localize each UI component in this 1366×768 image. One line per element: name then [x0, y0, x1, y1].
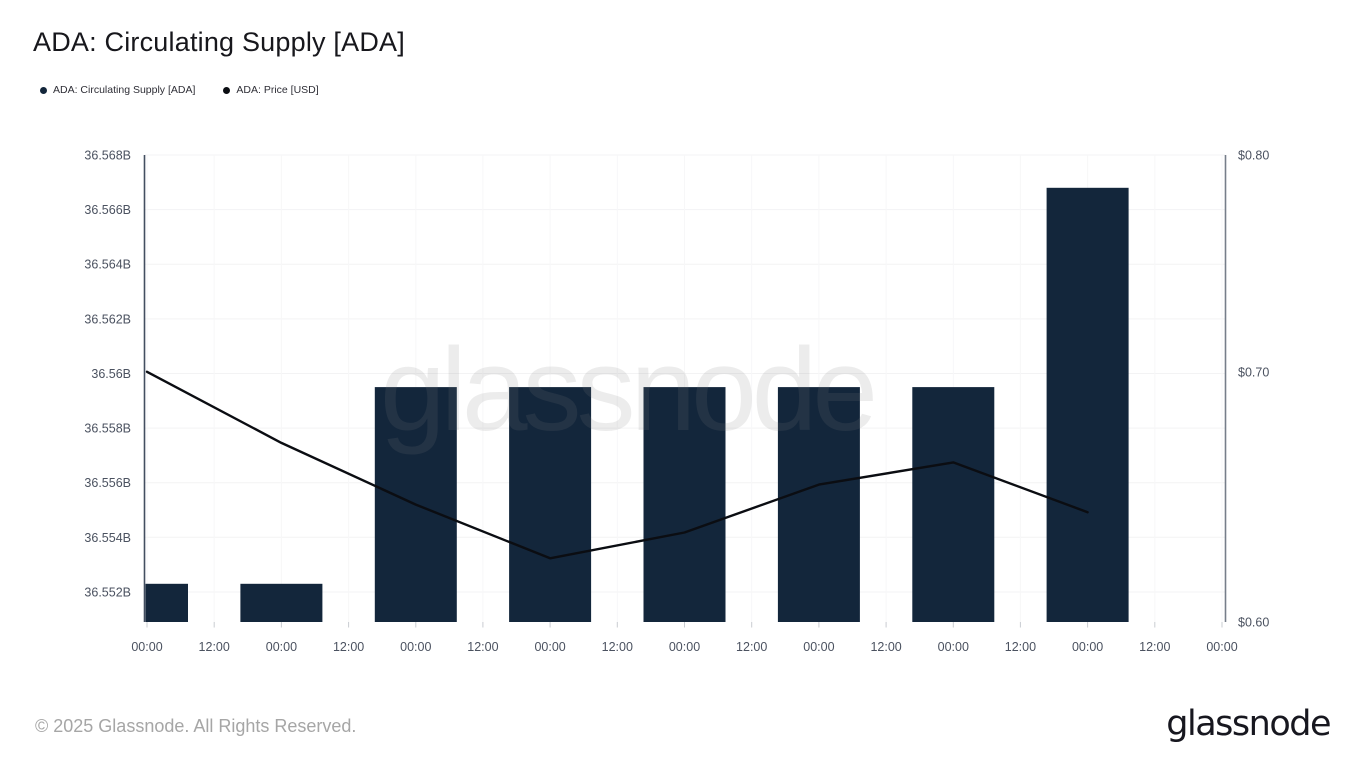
x-axis-label: 00:00 [1206, 640, 1237, 654]
x-axis-label: 00:00 [803, 640, 834, 654]
supply-axis-label: 36.566B [84, 203, 131, 217]
x-axis-label: 12:00 [467, 640, 498, 654]
legend-item-circulating-supply[interactable]: ADA: Circulating Supply [ADA] [40, 84, 195, 96]
supply-axis-label: 36.56B [91, 367, 131, 381]
x-axis-label: 12:00 [333, 640, 364, 654]
x-axis-label: 00:00 [266, 640, 297, 654]
supply-axis-label: 36.558B [84, 422, 131, 436]
legend-dot-price-icon [223, 86, 231, 94]
x-axis-label: 00:00 [938, 640, 969, 654]
price-axis-label: $0.80 [1238, 149, 1269, 163]
supply-bar[interactable] [509, 387, 592, 622]
legend-label-price: ADA: Price [USD] [236, 84, 319, 96]
supply-bar[interactable] [240, 583, 323, 622]
x-axis-label: 12:00 [602, 640, 633, 654]
x-axis-label: 12:00 [1139, 640, 1170, 654]
supply-axis-label: 36.554B [84, 531, 131, 545]
supply-axis-label: 36.568B [84, 149, 131, 163]
chart-plot-area: glassnode 00:00 12:00 00:00 12:00 00:00 12:00 0… [84, 149, 1269, 655]
supply-axis-label: 36.564B [84, 258, 131, 272]
legend: ADA: Circulating Supply [ADA] ADA: Price… [40, 84, 319, 96]
x-axis-label: 00:00 [669, 640, 700, 654]
watermark-text: glassnode [380, 324, 873, 456]
supply-bar[interactable] [912, 387, 995, 622]
x-axis-label: 12:00 [736, 640, 767, 654]
x-axis-label: 12:00 [199, 640, 230, 654]
glassnode-logo: glassnode [1166, 704, 1331, 744]
x-axis-label: 00:00 [400, 640, 431, 654]
supply-axis-label: 36.552B [84, 586, 131, 600]
x-axis-label: 12:00 [1005, 640, 1036, 654]
x-axis-label: 00:00 [131, 640, 162, 654]
legend-label-supply: ADA: Circulating Supply [ADA] [53, 84, 196, 96]
supply-bar[interactable] [643, 387, 726, 622]
supply-bar[interactable] [145, 583, 189, 622]
price-line[interactable] [145, 370, 1089, 560]
x-axis-label: 12:00 [870, 640, 901, 654]
supply-bar[interactable] [777, 387, 860, 622]
price-axis-label: $0.60 [1238, 616, 1269, 630]
legend-dot-supply-icon [40, 86, 47, 94]
legend-item-price[interactable]: ADA: Price [USD] [223, 84, 319, 96]
page-title: ADA: Circulating Supply [ADA] [33, 27, 405, 57]
copyright-text: © 2025 Glassnode. All Rights Reserved. [35, 716, 357, 736]
supply-bar[interactable] [1046, 187, 1129, 623]
price-axis-label: $0.70 [1238, 365, 1269, 379]
supply-axis-label: 36.562B [84, 312, 131, 326]
x-axis-label: 00:00 [1072, 640, 1103, 654]
supply-axis-label: 36.556B [84, 476, 131, 490]
x-axis-label: 00:00 [534, 640, 565, 654]
